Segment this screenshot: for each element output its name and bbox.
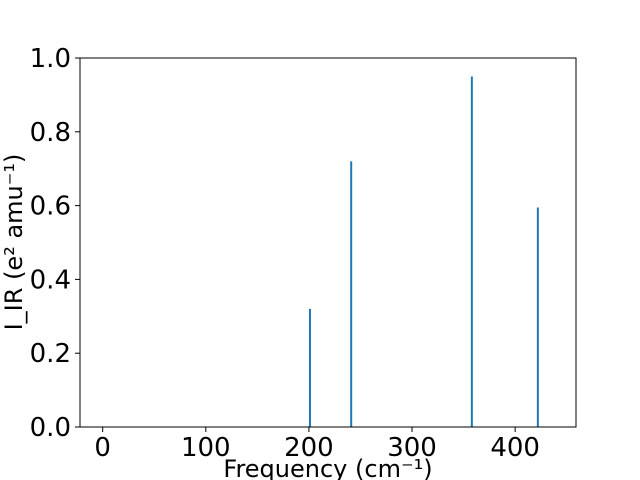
x-tick-label: 300 <box>387 433 437 463</box>
x-tick-label: 400 <box>490 433 540 463</box>
x-axis-label: Frequency (cm⁻¹) <box>223 455 432 480</box>
y-axis-label: I_IR (e² amu⁻¹) <box>0 154 28 331</box>
y-tick-label: 1.0 <box>30 44 71 74</box>
y-tick-label: 0.6 <box>30 192 71 222</box>
plot-frame <box>79 57 577 428</box>
x-tick-label: 200 <box>284 433 334 463</box>
y-tick-label: 0.2 <box>30 339 71 369</box>
x-tick-label: 100 <box>181 433 231 463</box>
y-tick-label: 0.4 <box>30 265 71 295</box>
y-tick-label: 0.8 <box>30 118 71 148</box>
x-tick-label: 0 <box>94 433 111 463</box>
y-tick-label: 0.0 <box>30 413 71 443</box>
